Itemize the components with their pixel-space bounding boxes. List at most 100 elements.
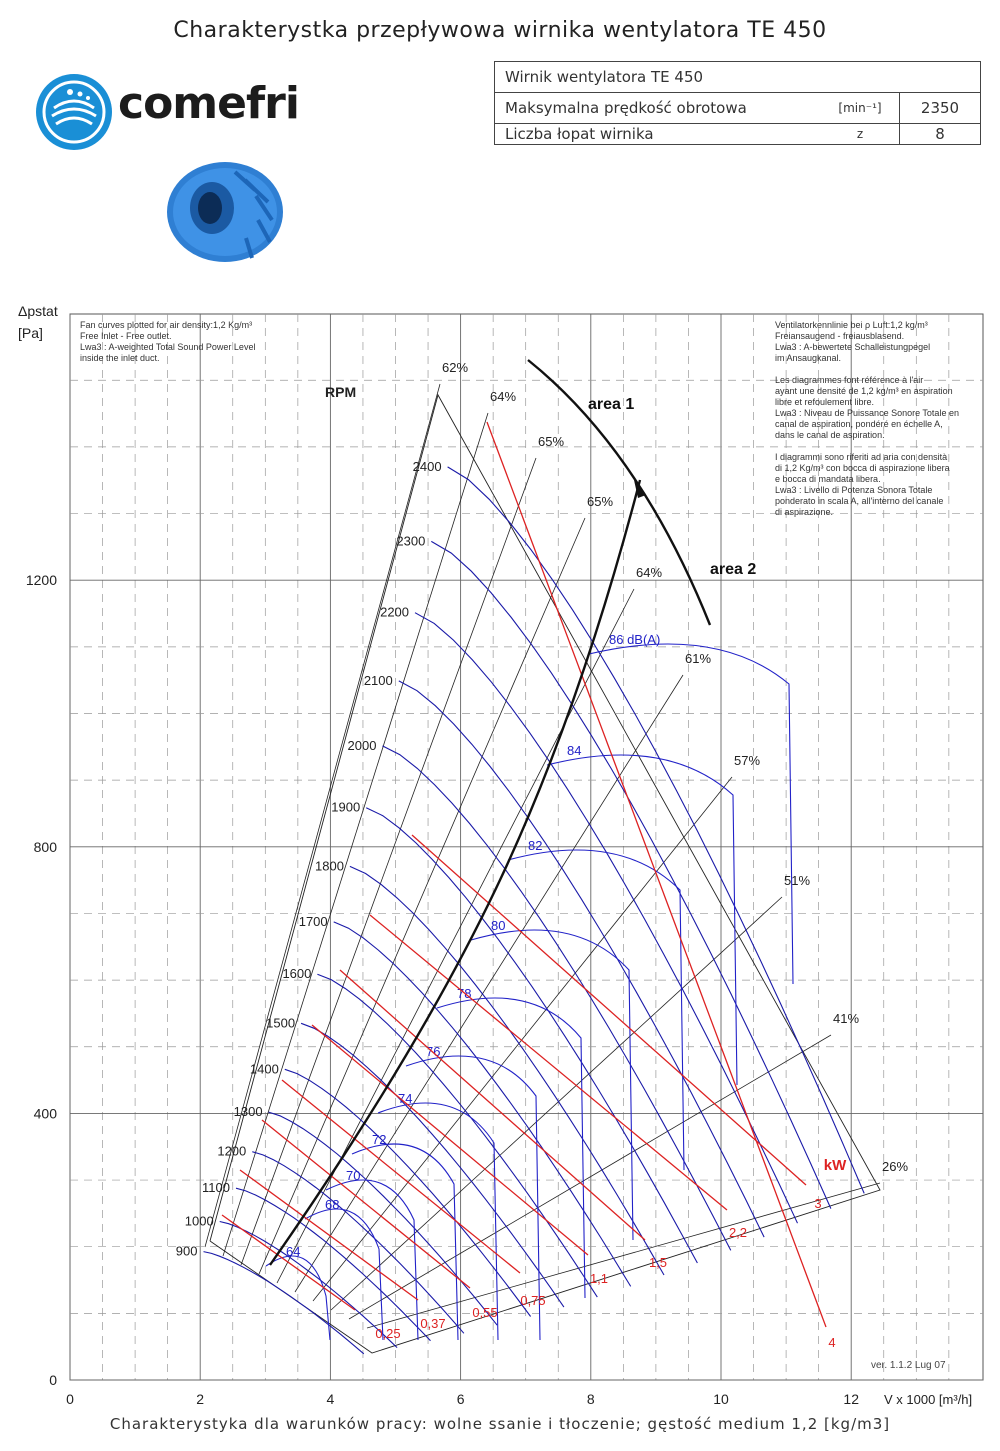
rpm-label: 1500 (266, 1015, 295, 1030)
rpm-label: 2400 (413, 459, 442, 474)
x-tick-label: 0 (66, 1391, 74, 1407)
note-right-line: ayant une densité de 1,2 kg/m³ en aspira… (775, 386, 953, 396)
spec-blades-label: Liczba łopat wirnika (494, 123, 821, 145)
note-right-line: im Ansaugkanal. (775, 353, 841, 363)
efficiency-label: 51% (784, 873, 810, 888)
x-axis-label: V x 1000 [m³/h] (884, 1392, 972, 1407)
efficiency-label: 64% (490, 389, 516, 404)
efficiency-line (348, 1034, 832, 1320)
sound-label: 64 (286, 1244, 300, 1259)
sound-label: 86 dB(A) (609, 632, 660, 647)
efficiency-label: 57% (734, 753, 760, 768)
note-right-line: di aspirazione. (775, 507, 833, 517)
power-label: 0,55 (472, 1305, 497, 1320)
note-left-line: Fan curves plotted for air density:1,2 K… (80, 320, 252, 330)
rpm-title: RPM (325, 384, 356, 400)
rpm-curve (431, 540, 832, 1209)
rpm-curve (333, 921, 632, 1287)
spec-speed-label: Maksymalna prędkość obrotowa (494, 92, 821, 124)
rpm-label: 2000 (348, 738, 377, 753)
rpm-label: 2100 (364, 673, 393, 688)
rpm-label: 1200 (217, 1144, 246, 1159)
power-line (411, 834, 807, 1186)
efficiency-label: 26% (882, 1159, 908, 1174)
power-line (339, 969, 646, 1241)
rpm-curve (284, 1068, 532, 1317)
power-unit-label: kW (824, 1157, 847, 1174)
area-boundary-line (527, 359, 712, 626)
rpm-label: 1800 (315, 858, 344, 873)
efficiency-line (366, 1182, 881, 1329)
efficiency-line (204, 383, 441, 1248)
sound-curve (470, 929, 634, 1241)
y-axis-label: Δpstat (18, 303, 58, 319)
rpm-label: 1300 (234, 1104, 263, 1119)
power-label: 3 (814, 1196, 821, 1211)
rpm-label: 1900 (331, 800, 360, 815)
arrow-head-icon (634, 480, 646, 498)
rpm-curve (365, 807, 698, 1264)
y-tick-label: 400 (34, 1105, 58, 1121)
power-label: 1,5 (649, 1255, 667, 1270)
fan-curve-chart: 62%64%65%65%64%61%57%51%41%26% 900100011… (18, 303, 984, 1407)
sound-curve (405, 1055, 541, 1341)
chart-grid (69, 313, 984, 1381)
rpm-label: 1100 (202, 1180, 230, 1195)
x-tick-label: 12 (843, 1391, 859, 1407)
sound-curve (325, 1179, 419, 1341)
efficiency-label: 41% (833, 1011, 859, 1026)
rpm-curves: 900 1000 1100 1200 1300 1400 1500 1600 1700 1800 1… (176, 384, 865, 1355)
note-right-line: Lwa3 : A-bewertete Schalleistungpegel (775, 342, 930, 352)
power-label: 4 (828, 1335, 835, 1350)
spec-table: Wirnik wentylatora TE 450 Maksymalna prę… (494, 61, 981, 145)
note-right-line: canal de aspiration, pondéré en échelle … (775, 419, 943, 429)
note-right-line: libre et refoulement libre. (775, 397, 874, 407)
note-right-line: Les diagrammes font référence à l'air (775, 375, 923, 385)
efficiency-curves: 62% 64% 65% 65% 64% 61% 57% 51% 41% 26% (204, 360, 908, 1354)
spec-speed-value: 2350 (899, 92, 981, 124)
area1-label: area 1 (588, 396, 634, 413)
sound-label: 74 (398, 1091, 412, 1106)
power-line (369, 914, 728, 1211)
comefri-logo-icon (36, 74, 112, 150)
footer-caption: Charakterystyka dla warunków pracy: woln… (109, 1415, 891, 1433)
power-lines: 0,25 0,37 0,55 0,75 1,1 1,5 2,2 3 4 kW (221, 421, 847, 1350)
sound-curve (265, 1255, 331, 1341)
note-left-line: Lwa3 : A-weighted Total Sound Power Leve… (80, 342, 255, 352)
x-tick-label: 6 (457, 1391, 465, 1407)
power-label: 0,75 (520, 1293, 545, 1308)
power-line (239, 1169, 419, 1301)
y-tick-label: 0 (49, 1372, 57, 1388)
efficiency-label: 64% (636, 565, 662, 580)
envelope-outline (209, 393, 881, 1354)
efficiency-label: 65% (538, 434, 564, 449)
efficiency-line (222, 412, 489, 1257)
note-right-line: e bocca di mandata libera. (775, 474, 881, 484)
note-right-line: di 1,2 Kg/m³ con bocca di aspirazione li… (775, 463, 950, 473)
sound-label: 70 (346, 1168, 360, 1183)
page-title: Charakterystka przepływowa wirnika wenty… (173, 18, 827, 43)
sound-curve (507, 849, 685, 1171)
rpm-label: 1600 (282, 966, 311, 981)
spec-blades-value: 8 (899, 123, 981, 145)
rpm-curve (235, 1187, 431, 1342)
sound-label: 80 (491, 918, 505, 933)
x-tick-label: 8 (587, 1391, 595, 1407)
efficiency-label: 61% (685, 651, 711, 666)
note-right-line: Freiansaugend - freiausblasend. (775, 331, 904, 341)
rpm-curve (382, 745, 732, 1251)
spec-model: Wirnik wentylatora TE 450 (494, 61, 981, 93)
rpm-curve (447, 466, 865, 1194)
operating-line (269, 479, 642, 1266)
sound-label: 82 (528, 838, 542, 853)
spec-blades-unit: z (821, 123, 900, 145)
note-right-line: ponderato in scala A, all'interno del ca… (775, 496, 943, 506)
sound-label: 84 (567, 743, 581, 758)
power-line (486, 421, 827, 1328)
efficiency-line (258, 517, 586, 1275)
power-line (261, 1119, 471, 1289)
rpm-curve (203, 1251, 365, 1355)
sound-curve (546, 754, 738, 1086)
spec-speed-unit: [min⁻¹] (821, 92, 900, 124)
